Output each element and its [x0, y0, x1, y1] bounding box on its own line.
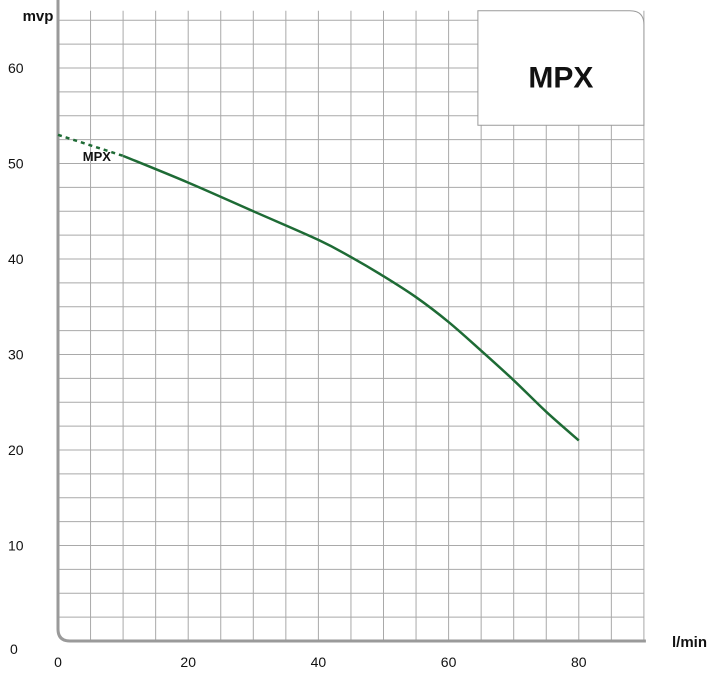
- y-tick-labels: 0 10 20 30 40 50 60: [8, 60, 24, 657]
- x-tick-label: 20: [180, 654, 196, 670]
- title-box-background: [477, 10, 645, 126]
- y-tick-label: 0: [10, 641, 18, 657]
- x-tick-label: 60: [441, 654, 457, 670]
- title-box: MPX: [477, 10, 645, 126]
- x-tick-label: 40: [311, 654, 327, 670]
- x-tick-labels: 0 20 40 60 80: [54, 654, 587, 670]
- y-tick-label: 30: [8, 347, 24, 363]
- grid-lines: [58, 10, 645, 641]
- y-tick-label: 50: [8, 156, 24, 172]
- y-tick-label: 60: [8, 60, 24, 76]
- y-tick-label: 10: [8, 538, 24, 554]
- series-line-mpx: [122, 154, 580, 442]
- y-axis-label: mvp: [23, 8, 54, 25]
- x-tick-label: 0: [54, 654, 62, 670]
- x-axis-label: l/min: [672, 634, 707, 651]
- series-label-mpx: MPX: [83, 149, 112, 164]
- y-tick-label: 20: [8, 442, 24, 458]
- axes-frame: [56, 0, 646, 643]
- chart-title: MPX: [528, 62, 593, 95]
- x-tick-label: 80: [571, 654, 587, 670]
- y-tick-label: 40: [8, 251, 24, 267]
- series-extrapolated-line: [57, 133, 124, 158]
